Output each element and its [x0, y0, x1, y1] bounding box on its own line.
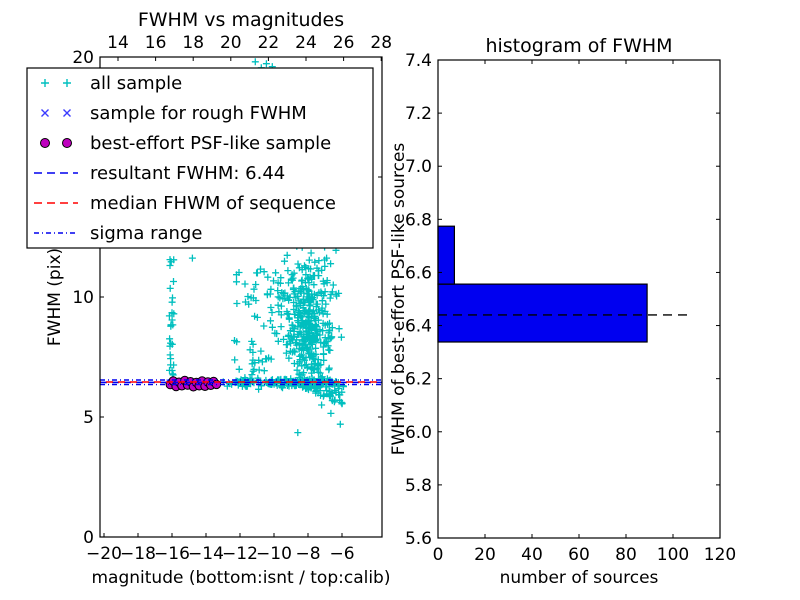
histogram-bar [437, 283, 648, 343]
x-tick-label-isnt: −8 [295, 544, 320, 564]
x-tick-label-isnt: −14 [188, 544, 224, 564]
y-tick-label-hist-fwhm: 5.6 [405, 529, 432, 549]
left-plot-lines-layer [100, 379, 382, 386]
x-tick-label-calib: 22 [258, 33, 280, 53]
circle-marker-icon [62, 138, 72, 148]
plus-marker-icon [63, 79, 71, 87]
legend-item-label: sample for rough FWHM [90, 103, 307, 124]
legend-item-sample-for-rough-fwhm: sample for rough FWHM [41, 103, 307, 124]
y-tick-label-hist-fwhm: 6.4 [405, 317, 432, 337]
x-tick-label-count: 40 [521, 545, 543, 565]
x-tick-label-calib: 20 [220, 33, 242, 53]
cross-marker-icon [41, 109, 49, 117]
y-tick-label-hist-fwhm: 7.2 [405, 104, 432, 124]
x-tick-label-isnt: −10 [256, 544, 292, 564]
y-tick-label-fwhm: 10 [72, 288, 94, 308]
x-tick-label-calib: 16 [145, 33, 167, 53]
x-tick-label-count: 100 [657, 545, 689, 565]
x-tick-label-count: 0 [433, 545, 444, 565]
x-tick-label-isnt: −20 [86, 544, 122, 564]
legend-box [26, 67, 374, 249]
y-tick-label-hist-fwhm: 6.8 [405, 210, 432, 230]
legend-item-best-effort-psf-like-sample: best-effort PSF-like sample [40, 133, 331, 154]
right-plot-xlabel: number of sources [500, 568, 659, 588]
right-plot-ylabel: FWHM of best-effort PSF-like sources [389, 143, 409, 456]
y-tick-label-fwhm: 20 [72, 48, 94, 68]
legend-item-label: sigma range [90, 223, 202, 244]
legend-item-resultant-fwhm-6-44: resultant FWHM: 6.44 [34, 163, 285, 184]
circle-marker-icon [40, 138, 50, 148]
y-tick-label-fwhm: 0 [83, 528, 94, 548]
legend-item-label: best-effort PSF-like sample [90, 133, 331, 154]
histogram-bars-layer [437, 225, 690, 343]
ticks-layer: −20−18−16−14−12−10 −8 −614 16 18 20 22 24 26 2805… [72, 33, 736, 565]
y-tick-label-hist-fwhm: 6.6 [405, 263, 432, 283]
x-tick-label-count: 80 [615, 545, 637, 565]
y-tick-label-hist-fwhm: 7.4 [405, 51, 432, 71]
x-tick-label-isnt: −6 [329, 544, 354, 564]
x-tick-label-isnt: −18 [120, 544, 156, 564]
y-tick-label-fwhm: 5 [83, 408, 94, 428]
x-tick-label-count: 120 [704, 545, 736, 565]
y-tick-label-hist-fwhm: 5.8 [405, 476, 432, 496]
x-tick-label-calib: 28 [370, 33, 392, 53]
x-tick-label-count: 20 [474, 545, 496, 565]
left-plot-xlabel: magnitude (bottom:isnt / top:calib) [92, 568, 391, 588]
legend-item-label: all sample [90, 73, 182, 94]
x-tick-label-calib: 14 [107, 33, 129, 53]
legend-item-median-fhwm-of-sequence: median FHWM of sequence [34, 193, 336, 214]
x-tick-label-calib: 24 [295, 33, 317, 53]
x-tick-label-count: 60 [568, 545, 590, 565]
x-tick-label-calib: 26 [333, 33, 355, 53]
y-tick-label-hist-fwhm: 7.0 [405, 157, 432, 177]
left-plot-title: FWHM vs magnitudes [138, 9, 344, 31]
legend-item-label: resultant FWHM: 6.44 [90, 163, 285, 184]
plus-marker-icon [41, 79, 49, 87]
legend: all sample sample for rough FWHM best-effo… [26, 67, 374, 249]
legend-item-label: median FHWM of sequence [90, 193, 336, 214]
left-plot-ylabel: FWHM (pix) [45, 248, 65, 346]
x-tick-label-isnt: −16 [154, 544, 190, 564]
y-tick-label-hist-fwhm: 6.0 [405, 423, 432, 443]
y-tick-label-hist-fwhm: 6.2 [405, 370, 432, 390]
x-tick-label-isnt: −12 [222, 544, 258, 564]
legend-item-sigma-range: sigma range [34, 223, 202, 244]
cross-marker-icon [63, 109, 71, 117]
histogram-bar [437, 225, 455, 285]
right-plot-title: histogram of FWHM [485, 35, 672, 57]
x-tick-label-calib: 18 [182, 33, 204, 53]
legend-item-all-sample: all sample [41, 73, 182, 94]
